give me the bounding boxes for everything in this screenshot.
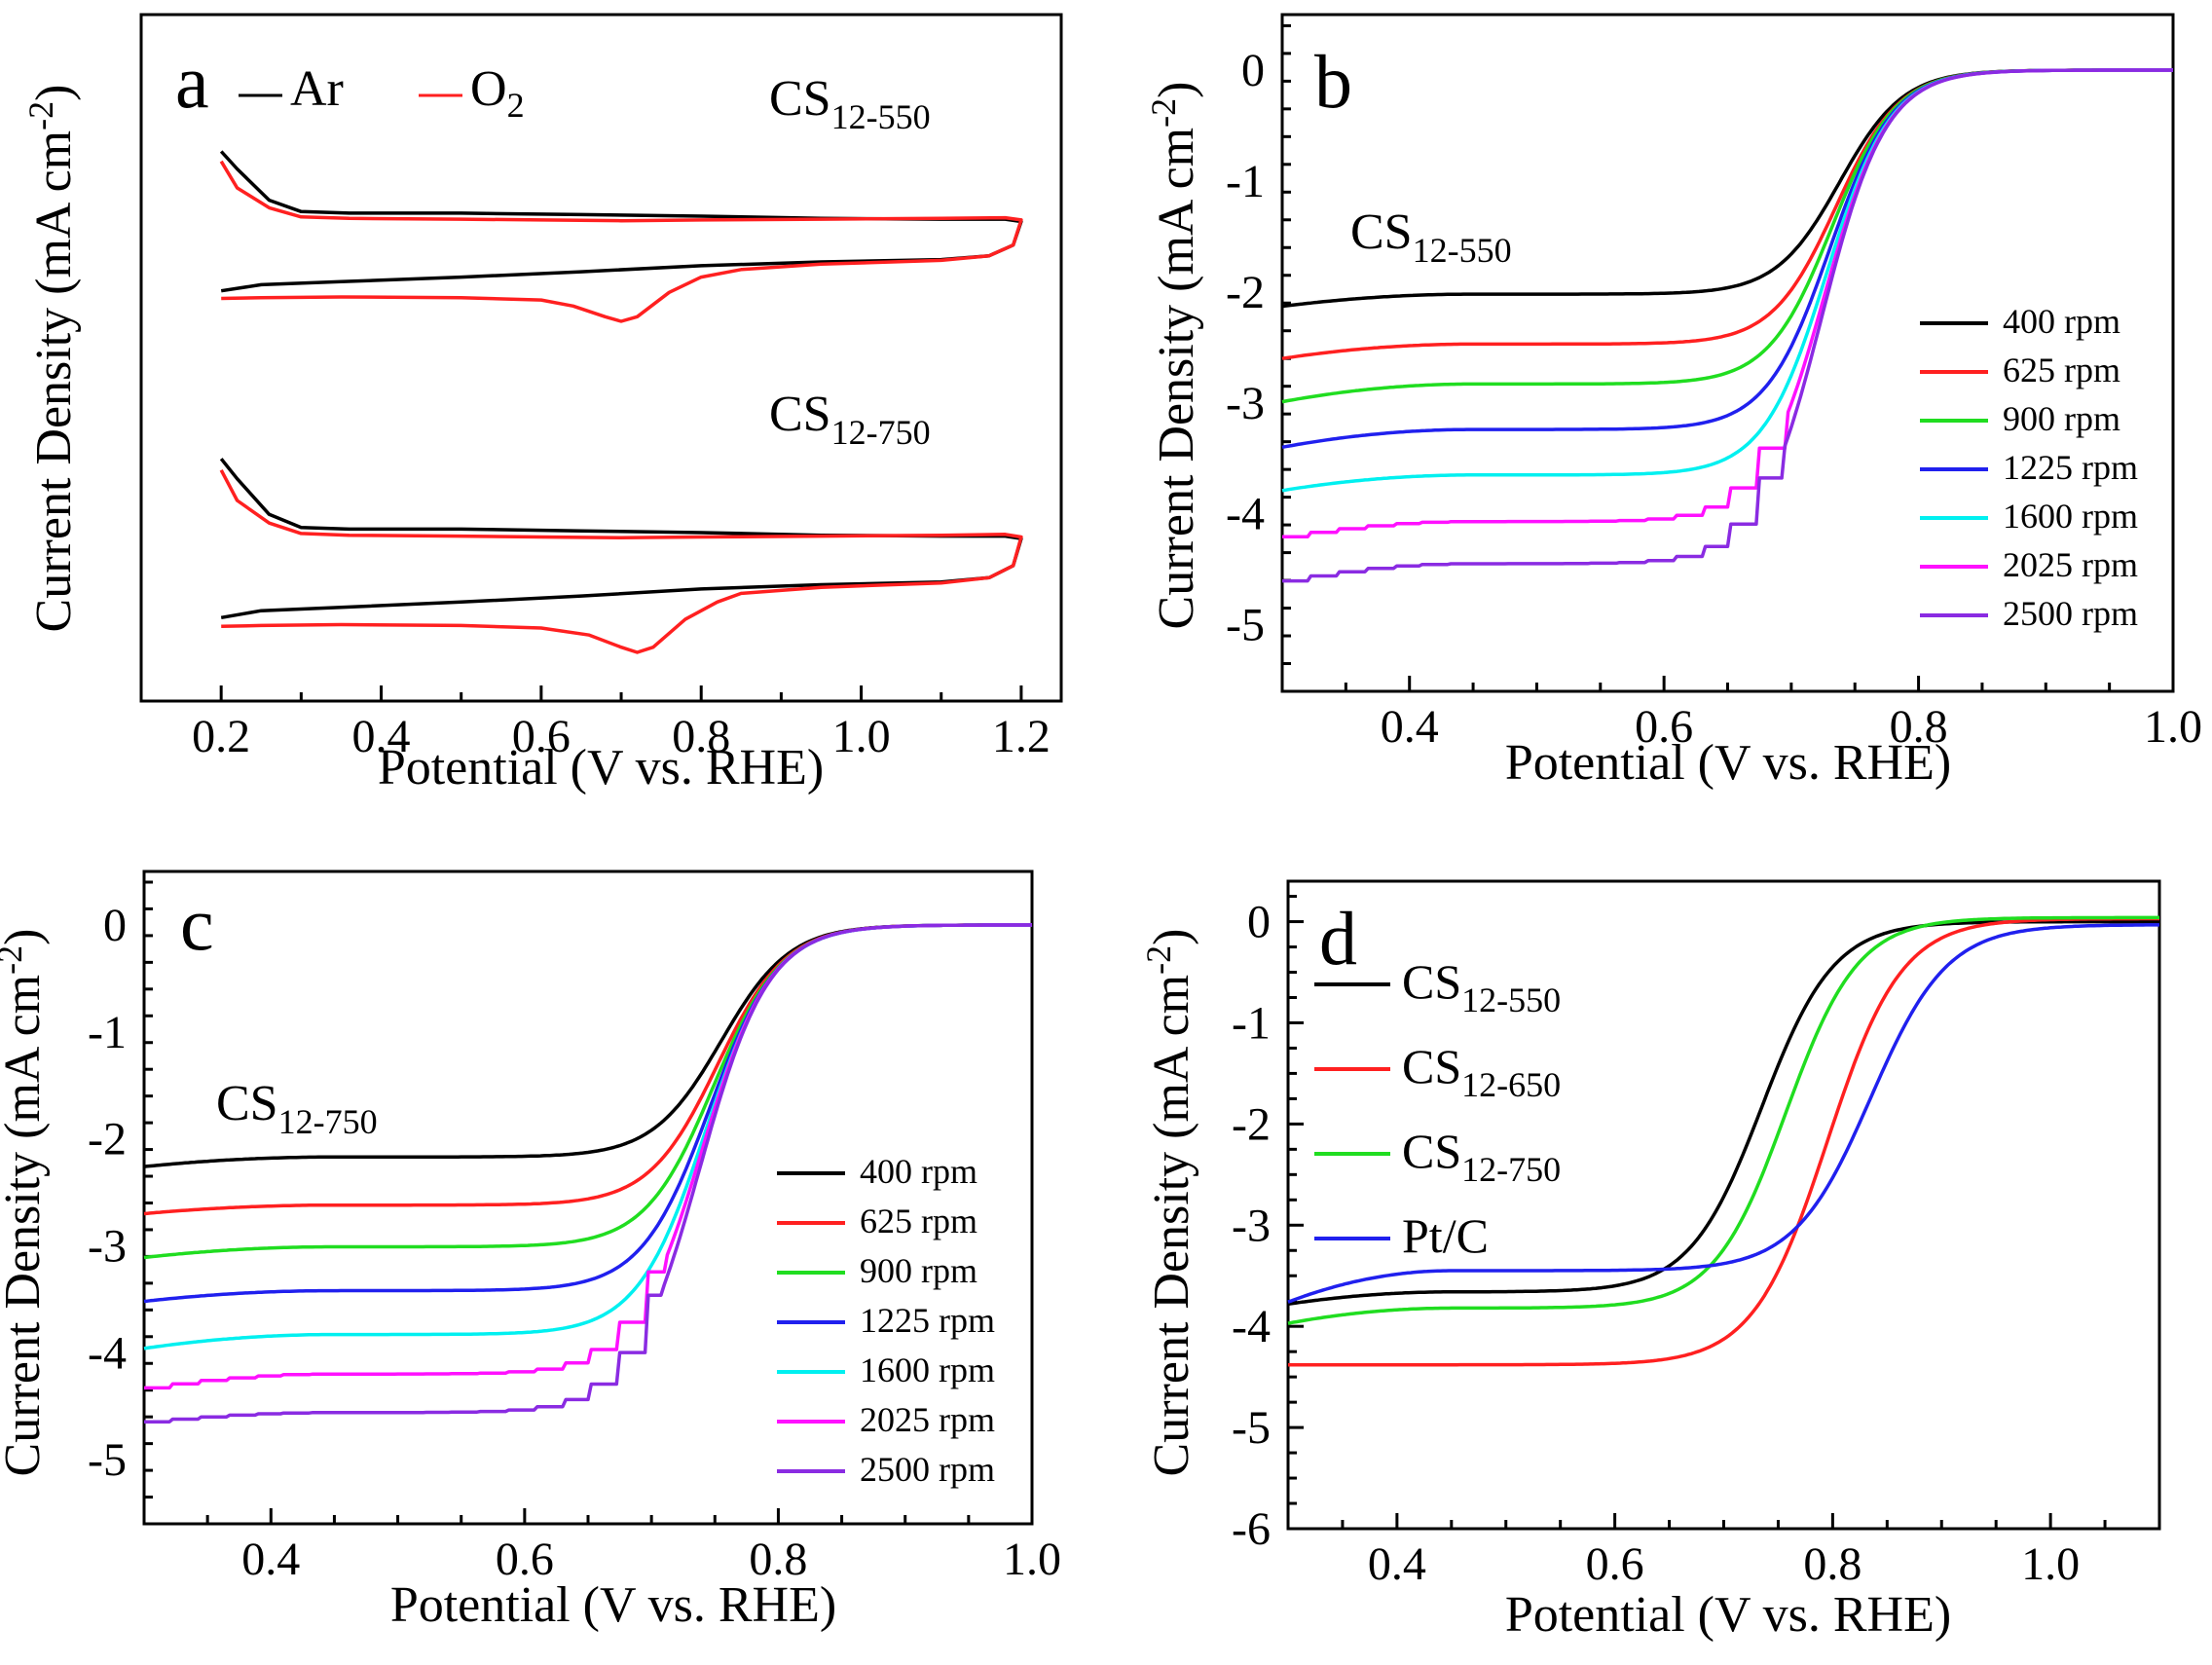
panel-d-ytick-label: -2 <box>1232 1098 1271 1150</box>
panel-c-sample: CS12-750 <box>216 1076 378 1141</box>
panel-d-series-cs12-650 <box>1288 916 2159 1367</box>
panel-d-legend-label: CS12-550 <box>1402 954 1561 1019</box>
panel-b-xtick-label: 0.6 <box>1635 701 1693 753</box>
panel-c-ytick-label: 0 <box>103 900 127 951</box>
panel-d-legend-label: Pt/C <box>1402 1208 1489 1263</box>
panel-d-ytick-label: -4 <box>1232 1301 1271 1352</box>
panel-b-ytick-label: -5 <box>1226 600 1265 651</box>
panel-d-xlabel: Potential (V vs. RHE) <box>1505 1587 1951 1643</box>
panel-c-legend-label: 1600 rpm <box>860 1350 995 1389</box>
panel-a-xtick-label: 0.2 <box>192 711 250 762</box>
panel-a-legend-o2: O2 <box>470 61 525 125</box>
panel-b-ytick-label: -3 <box>1226 378 1265 429</box>
panel-a-xtick-label: 1.2 <box>992 711 1051 762</box>
panel-a-xlabel: Potential (V vs. RHE) <box>378 740 824 796</box>
panel-b-xtick-label: 1.0 <box>2144 701 2202 753</box>
panel-d-xtick-label: 1.0 <box>2021 1538 2080 1590</box>
panel-d-xtick-label: 0.4 <box>1368 1538 1426 1590</box>
panel-d-series-cs12-750 <box>1287 915 2159 1325</box>
panel-d-ytick-label: -5 <box>1232 1402 1271 1454</box>
panel-c-ytick-label: -3 <box>88 1220 127 1272</box>
panel-b-legend-label: 900 rpm <box>2003 399 2120 438</box>
panel-d-series-pt-c <box>1287 923 2159 1304</box>
panel-b-ylabel: Current Density (mA cm-2) <box>1144 82 1204 630</box>
panel-d-letter: d <box>1319 896 1357 980</box>
panel-b-xlabel: Potential (V vs. RHE) <box>1505 735 1951 791</box>
panel-c-legend-label: 625 rpm <box>860 1202 977 1240</box>
panel-a-xtick-label: 0.8 <box>672 711 730 762</box>
panel-b-legend-label: 1225 rpm <box>2003 448 2138 487</box>
panel-b-series-400-rpm <box>1281 68 2173 309</box>
panel-a-xtick-label: 1.0 <box>832 711 891 762</box>
panel-a-legend-ar: Ar <box>290 61 344 117</box>
panel-d-ytick-label: 0 <box>1247 897 1271 948</box>
panel-a-series-cs12-550-o2 <box>219 160 1023 323</box>
panel-b-legend-label: 2025 rpm <box>2003 545 2138 584</box>
panel-a-sample-550: CS12-550 <box>769 71 931 136</box>
panel-c-xtick-label: 0.4 <box>241 1534 300 1585</box>
panel-c-xtick-label: 0.6 <box>496 1534 554 1585</box>
panel-c-series-2500-rpm <box>144 923 1033 1424</box>
panel-a-ylabel: Current Density (mA cm-2) <box>21 85 82 633</box>
panel-a-sample-750: CS12-750 <box>769 387 931 452</box>
panel-d-ytick-label: -6 <box>1232 1503 1271 1555</box>
panel-d-legend-label: CS12-650 <box>1402 1039 1561 1104</box>
panel-c-ytick-label: -2 <box>88 1114 127 1166</box>
panel-a-xtick-label: 0.6 <box>512 711 571 762</box>
panel-b-ytick-label: 0 <box>1241 45 1265 96</box>
panel-a-series-cs12-750-o2 <box>219 468 1023 654</box>
panel-d-ytick-label: -1 <box>1232 997 1271 1049</box>
panel-d-legend-label: CS12-750 <box>1402 1124 1561 1189</box>
panel-b-legend-label: 400 rpm <box>2003 302 2120 341</box>
panel-c-ytick-label: -5 <box>88 1434 127 1486</box>
panel-c-legend-label: 900 rpm <box>860 1251 977 1290</box>
panel-c-xtick-label: 0.8 <box>749 1534 807 1585</box>
panel-c-xlabel: Potential (V vs. RHE) <box>390 1577 836 1633</box>
panel-c-ylabel: Current Density (mA cm-2) <box>0 929 51 1477</box>
panel-c-ytick-label: -4 <box>88 1327 127 1379</box>
panel-c-legend-label: 1225 rpm <box>860 1301 995 1340</box>
panel-c-legend-label: 2025 rpm <box>860 1400 995 1439</box>
panel-b-letter: b <box>1314 39 1352 124</box>
panel-b-sample: CS12-550 <box>1350 204 1512 270</box>
panel-b-ytick-label: -4 <box>1226 489 1265 540</box>
panel-a-letter: a <box>175 39 209 124</box>
panel-a-xtick-label: 0.4 <box>352 711 411 762</box>
panel-b-ytick-label: -2 <box>1226 267 1265 318</box>
panel-d-ylabel: Current Density (mA cm-2) <box>1139 929 1199 1477</box>
panel-a-frame <box>139 13 1063 703</box>
panel-c-legend-label: 2500 rpm <box>860 1450 995 1489</box>
panel-b-xtick-label: 0.8 <box>1890 701 1948 753</box>
panel-d-xtick-label: 0.6 <box>1586 1538 1644 1590</box>
panel-b-series-2500-rpm <box>1282 68 2173 583</box>
panel-c-legend-label: 400 rpm <box>860 1152 977 1191</box>
panel-b-ytick-label: -1 <box>1226 156 1265 207</box>
panel-c-letter: c <box>180 881 214 966</box>
panel-c-ytick-label: -1 <box>88 1007 127 1058</box>
panel-d-ytick-label: -3 <box>1232 1200 1271 1251</box>
panel-b-legend-label: 1600 rpm <box>2003 497 2138 536</box>
panel-b-legend-label: 625 rpm <box>2003 351 2120 389</box>
panel-b-xtick-label: 0.4 <box>1381 701 1439 753</box>
panel-d-xtick-label: 0.8 <box>1803 1538 1862 1590</box>
panel-c-xtick-label: 1.0 <box>1003 1534 1061 1585</box>
panel-b-legend-label: 2500 rpm <box>2003 594 2138 633</box>
